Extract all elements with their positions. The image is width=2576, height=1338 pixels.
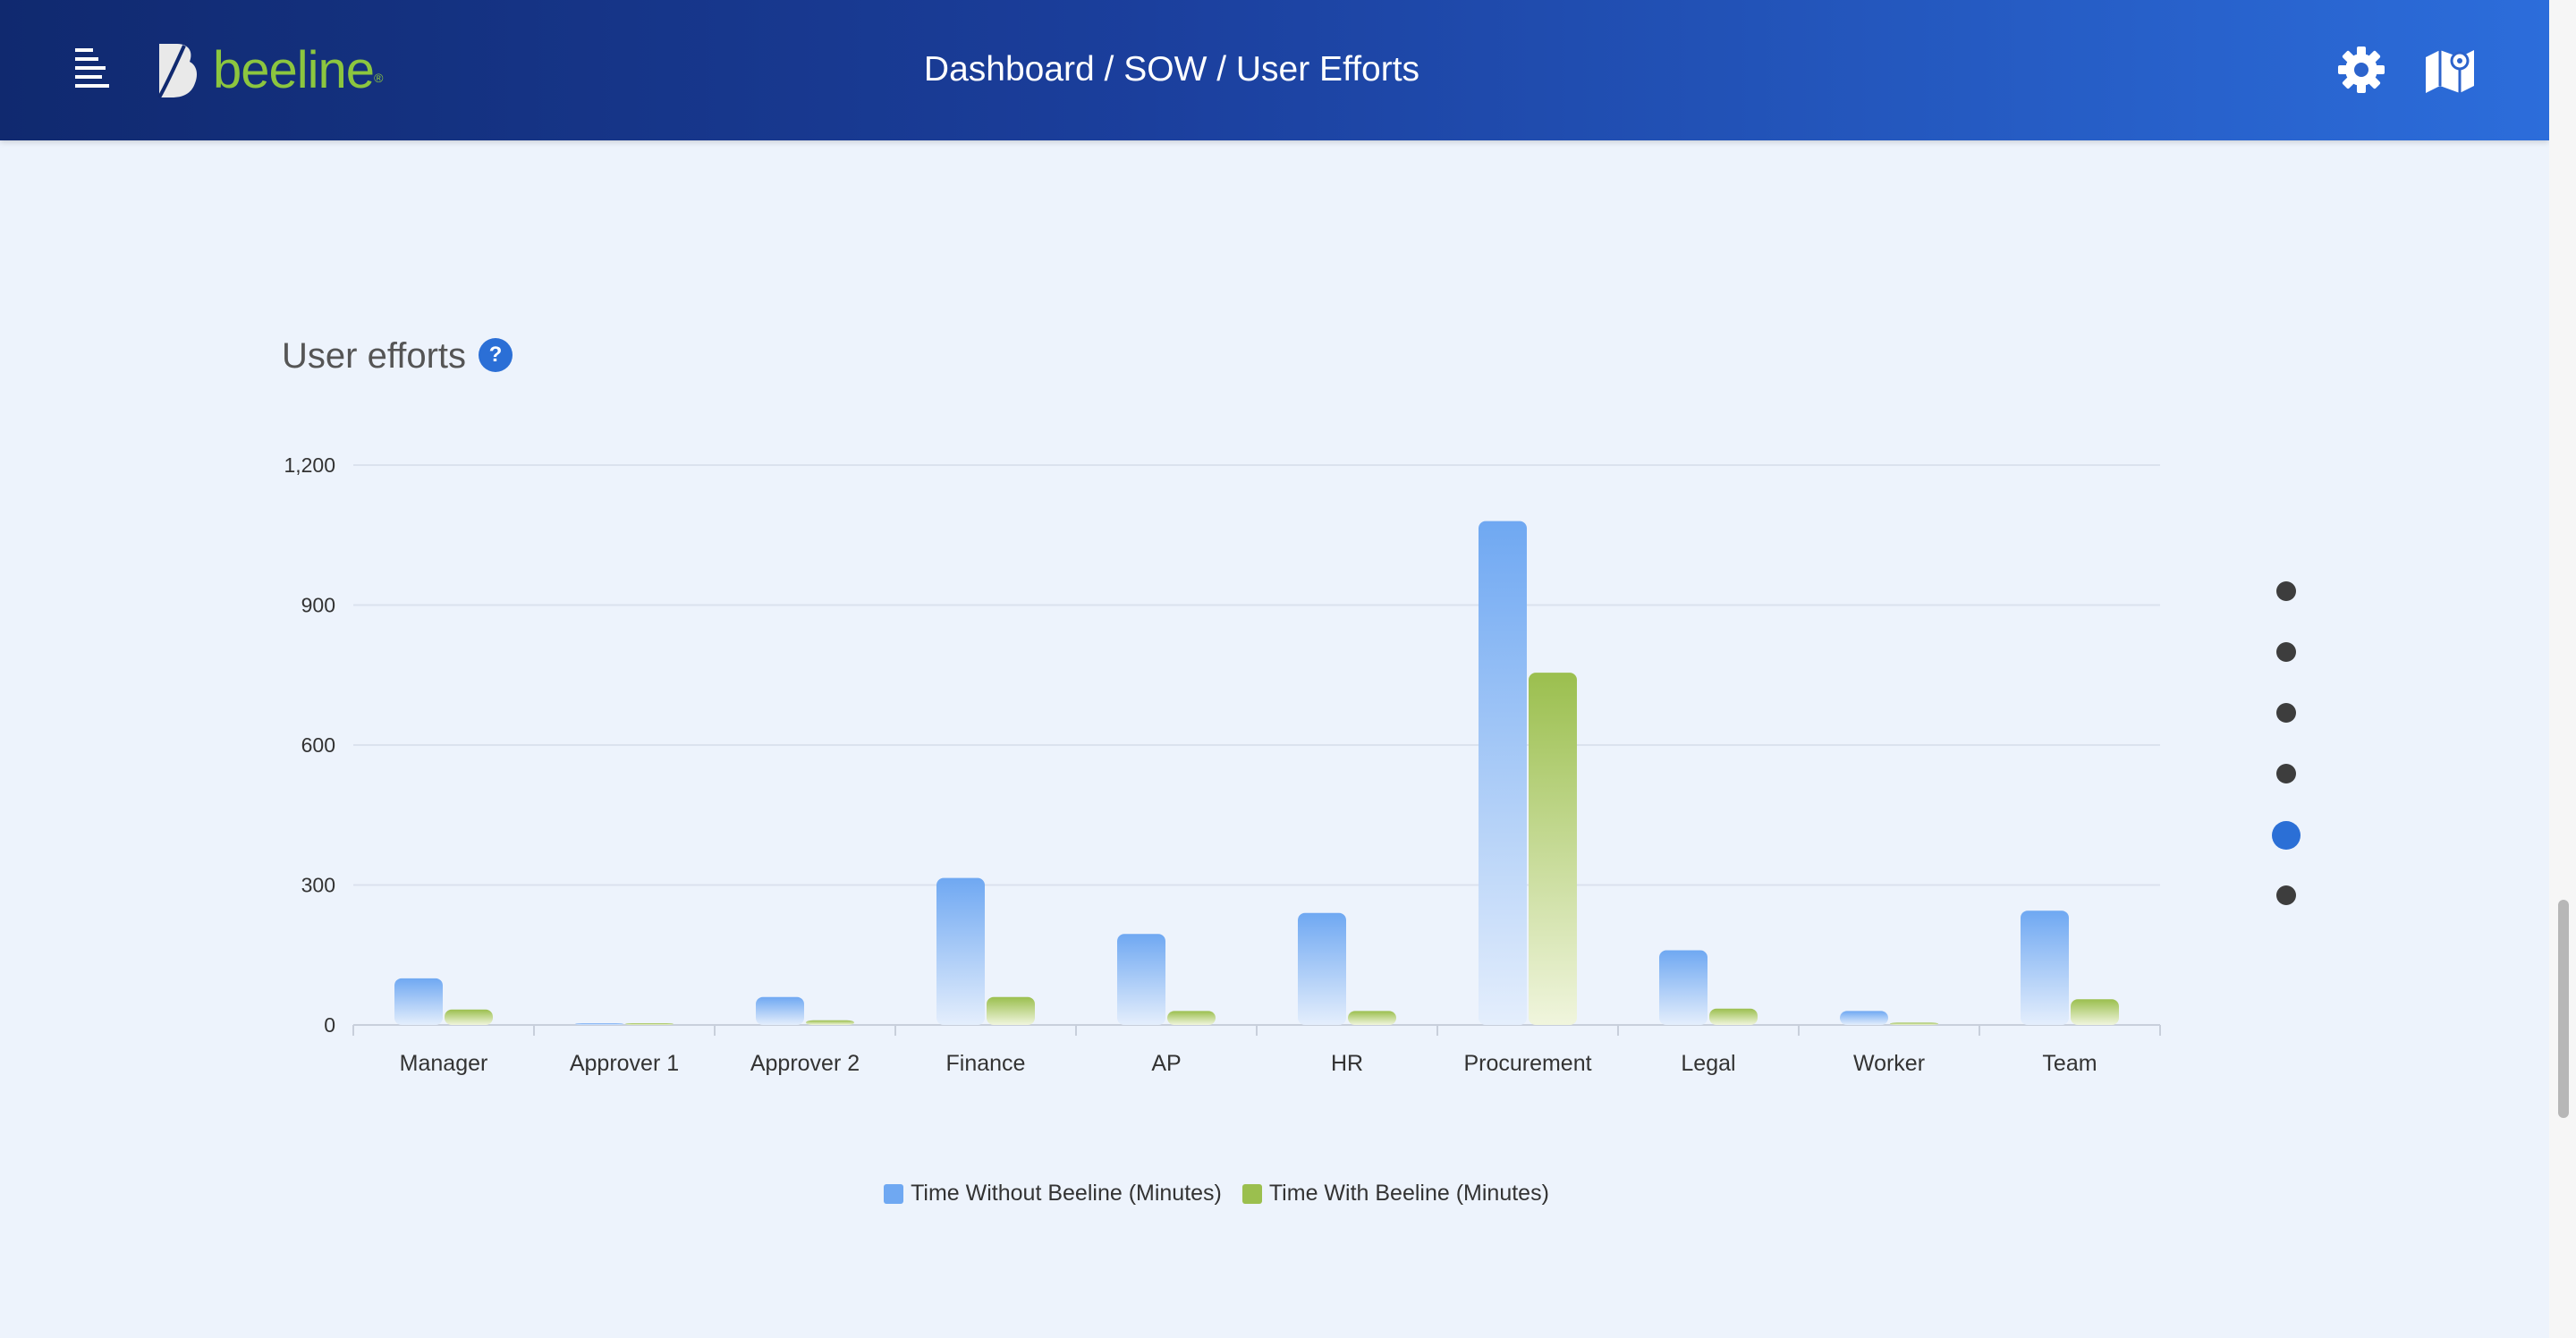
top-navigation-bar: beeline® Dashboard / SOW / User Efforts (0, 0, 2549, 140)
x-category-label: Worker (1853, 1051, 1925, 1076)
bar-without-beeline[interactable] (1659, 950, 1707, 1025)
y-tick-label: 600 (301, 733, 335, 757)
bar-with-beeline[interactable] (2071, 999, 2119, 1025)
bar-with-beeline[interactable] (625, 1023, 674, 1025)
bar-with-beeline[interactable] (1167, 1011, 1216, 1025)
map-icon[interactable] (2424, 47, 2476, 95)
x-category-label: Team (2042, 1051, 2097, 1076)
x-category-label: HR (1331, 1051, 1363, 1076)
y-tick-label: 300 (301, 874, 335, 897)
y-tick-label: 1,200 (284, 453, 335, 477)
bar-without-beeline[interactable] (1479, 521, 1527, 1025)
bar-with-beeline[interactable] (445, 1009, 493, 1025)
x-category-label: Manager (400, 1051, 488, 1076)
bar-with-beeline[interactable] (1709, 1008, 1758, 1025)
legend-label-with: Time With Beeline (Minutes) (1268, 1181, 1549, 1206)
help-icon[interactable]: ? (479, 338, 513, 372)
bar-without-beeline[interactable] (2021, 910, 2069, 1025)
bar-with-beeline[interactable] (1529, 673, 1577, 1025)
settings-gear-icon[interactable] (2336, 45, 2386, 95)
bar-without-beeline[interactable] (1840, 1011, 1888, 1025)
y-tick-label: 0 (324, 1013, 335, 1037)
bar-without-beeline[interactable] (756, 996, 804, 1025)
bar-with-beeline[interactable] (987, 996, 1035, 1025)
bar-without-beeline[interactable] (394, 978, 443, 1025)
legend-label-without: Time Without Beeline (Minutes) (911, 1181, 1222, 1206)
bar-with-beeline[interactable] (806, 1020, 854, 1025)
pager-dot-1[interactable] (2276, 581, 2296, 601)
x-category-label: Approver 2 (750, 1051, 860, 1076)
legend-swatch-blue (884, 1183, 904, 1204)
beeline-logo[interactable]: beeline® (154, 39, 386, 102)
pager-dot-2[interactable] (2276, 642, 2296, 662)
bar-without-beeline[interactable] (1298, 912, 1346, 1025)
pager-dot-4[interactable] (2276, 764, 2296, 783)
chart-legend: Time Without Beeline (Minutes) Time With… (0, 1181, 2433, 1210)
bar-without-beeline[interactable] (575, 1023, 623, 1025)
bar-with-beeline[interactable] (1348, 1011, 1396, 1025)
pager-dot-3[interactable] (2276, 703, 2296, 723)
bar-with-beeline[interactable] (1890, 1022, 1938, 1025)
scrollbar-thumb[interactable] (2558, 900, 2569, 1118)
x-category-label: Approver 1 (570, 1051, 679, 1076)
x-category-label: Legal (1681, 1051, 1735, 1076)
pager-dot-6[interactable] (2276, 885, 2296, 905)
y-tick-label: 900 (301, 594, 335, 617)
x-category-label: AP (1151, 1051, 1181, 1076)
beeline-b-mark-icon (157, 44, 197, 98)
breadcrumb: Dashboard / SOW / User Efforts (923, 50, 1420, 89)
bar-without-beeline[interactable] (936, 877, 985, 1025)
legend-swatch-green (1241, 1183, 1262, 1204)
hamburger-menu-icon[interactable] (70, 45, 114, 95)
pager-dot-5-active[interactable] (2272, 821, 2301, 850)
brand-name: beeline® (213, 41, 383, 99)
legend-item-without-beeline[interactable]: Time Without Beeline (Minutes) (884, 1181, 1222, 1207)
bar-without-beeline[interactable] (1117, 934, 1165, 1025)
x-category-label: Finance (946, 1051, 1026, 1076)
x-category-label: Procurement (1463, 1051, 1591, 1076)
chart-title: User efforts (282, 336, 466, 376)
legend-item-with-beeline[interactable]: Time With Beeline (Minutes) (1241, 1181, 1549, 1207)
